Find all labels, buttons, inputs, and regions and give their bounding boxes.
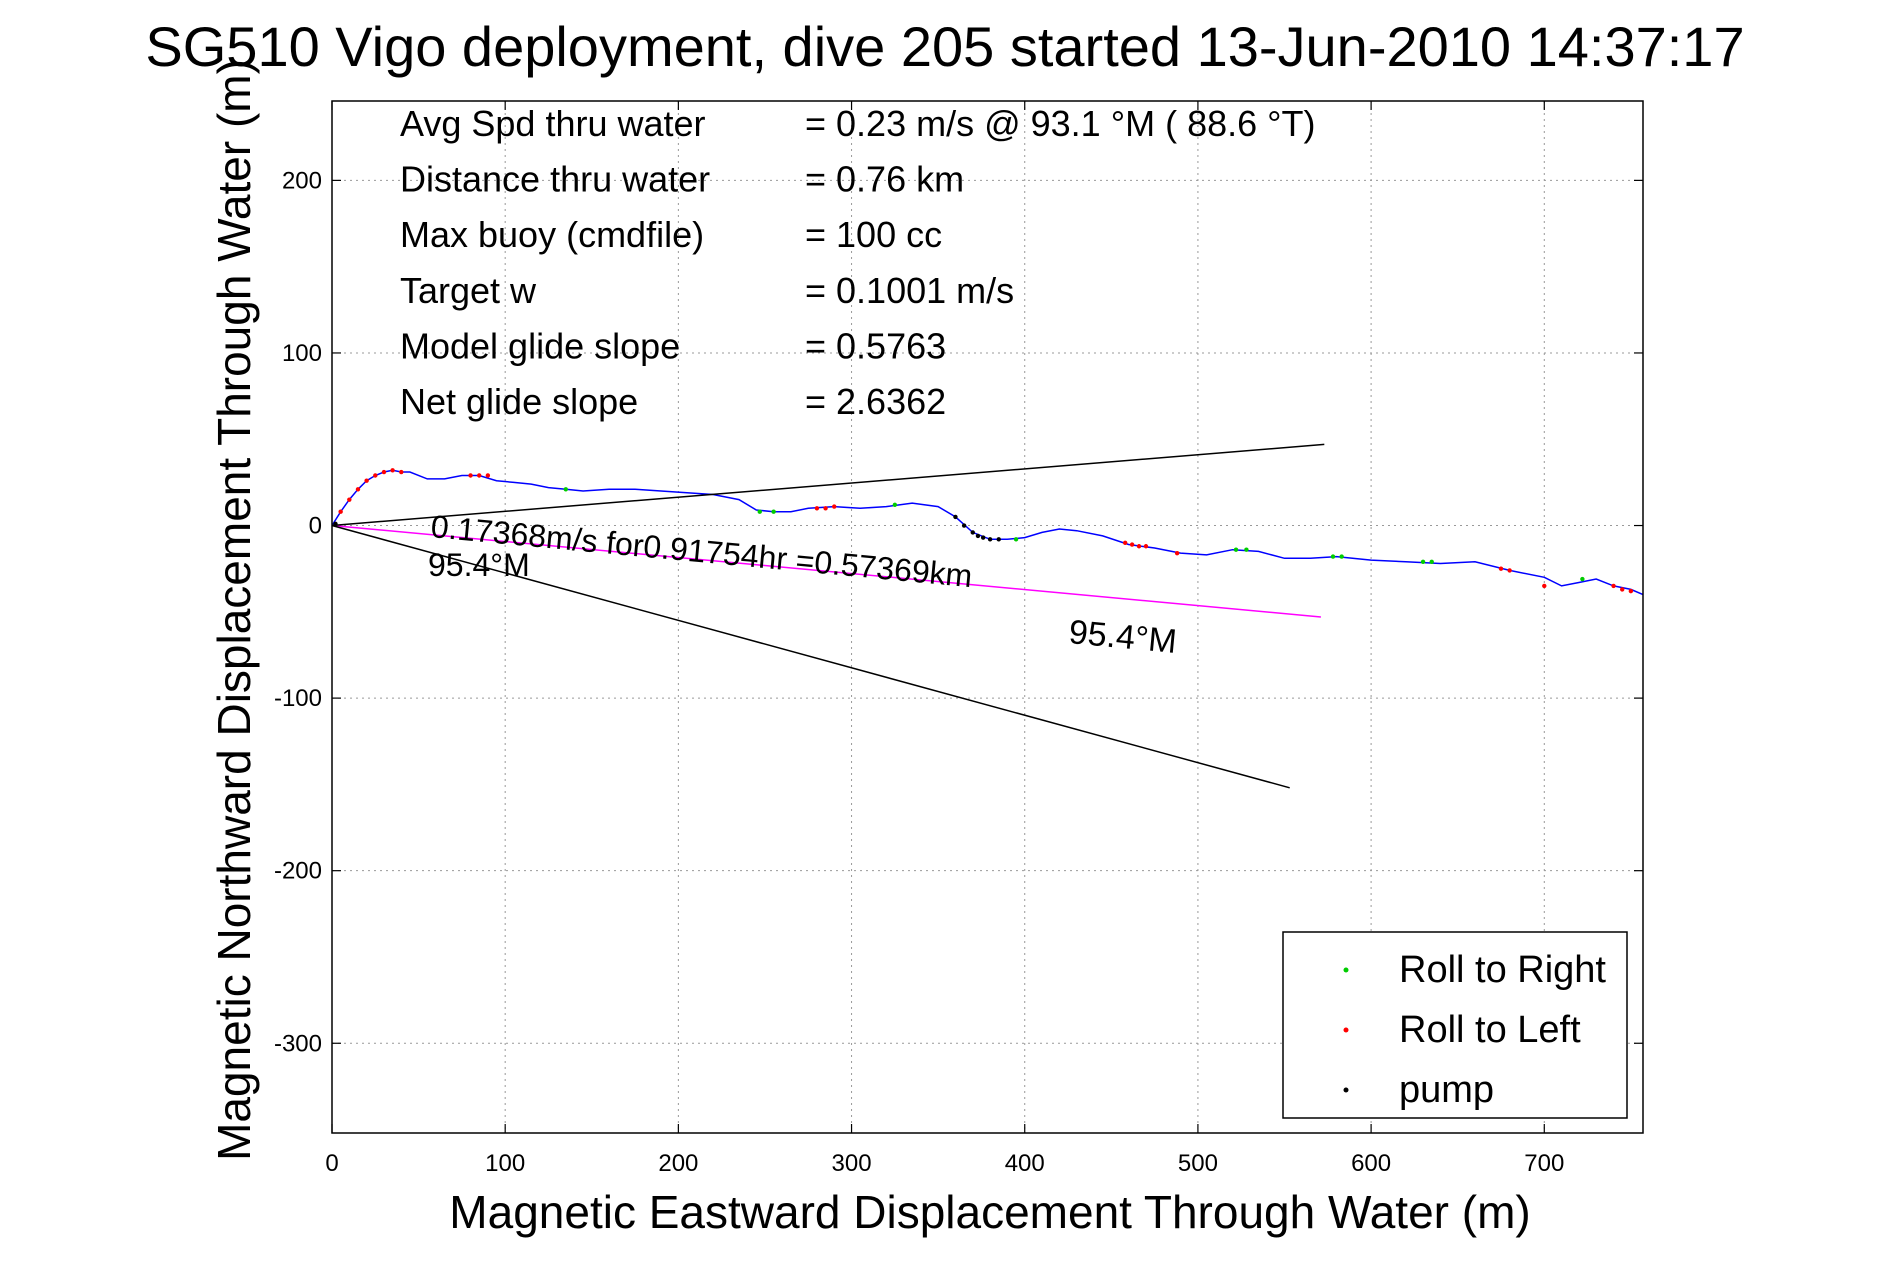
- roll-left-marker: [381, 469, 387, 475]
- heading-label-near: 95.4°M: [428, 547, 530, 583]
- roll-left-marker: [373, 473, 378, 478]
- roll-left-marker: [355, 487, 361, 492]
- series-track: [331, 469, 1644, 596]
- roll-right-marker: [757, 509, 762, 514]
- roll-right-marker: [1339, 554, 1344, 559]
- pump-marker: [970, 530, 975, 535]
- roll-right-marker: [892, 502, 898, 508]
- roll-right-marker: [1244, 547, 1249, 552]
- legend-label: pump: [1399, 1069, 1494, 1111]
- series-current: [331, 524, 1321, 618]
- y-tick-label: -300: [274, 1030, 322, 1057]
- roll-left-marker: [1174, 550, 1180, 556]
- roll-left-marker: [1611, 583, 1616, 589]
- x-tick-label: 600: [1351, 1150, 1391, 1177]
- x-tick-label: 500: [1178, 1150, 1218, 1177]
- info-label: Distance thru water: [400, 159, 710, 200]
- roll-right-marker: [1233, 547, 1239, 552]
- pump-marker: [980, 535, 986, 540]
- info-label: Avg Spd thru water: [400, 103, 706, 144]
- roll-left-marker: [485, 473, 491, 478]
- info-label: Target w: [400, 270, 537, 311]
- roll-left-marker: [832, 504, 837, 509]
- roll-left-marker: [1498, 566, 1504, 571]
- x-tick-label: 100: [485, 1150, 525, 1177]
- info-value: = 100 cc: [805, 214, 942, 255]
- info-label: Max buoy (cmdfile): [400, 214, 704, 255]
- pump-marker: [975, 533, 981, 539]
- pump-marker: [987, 537, 993, 542]
- roll-left-marker: [364, 478, 369, 483]
- roll-left-marker: [1143, 544, 1149, 549]
- info-panel: Avg Spd thru water = 0.23 m/s @ 93.1 °M (…: [400, 103, 1316, 422]
- x-tick-labels: 0 100 200 300 400 500 600 700: [325, 1150, 1564, 1177]
- legend-label: Roll to Right: [1399, 949, 1606, 991]
- roll-pump-markers: [333, 468, 1634, 594]
- x-axis-label: Magnetic Eastward Displacement Through W…: [449, 1186, 1530, 1238]
- roll-left-marker: [1136, 544, 1142, 549]
- plot-lines: [331, 443, 1644, 789]
- info-value: = 2.6362: [805, 381, 946, 422]
- roll-left-marker: [1122, 540, 1128, 545]
- roll-left-marker: [814, 506, 820, 511]
- legend-box: [1282, 931, 1628, 1119]
- y-axis-label: Magnetic Northward Displacement Through …: [208, 59, 260, 1161]
- y-tick-label: 100: [282, 340, 322, 367]
- roll-left-marker: [390, 468, 395, 473]
- pump-marker: [333, 521, 338, 527]
- legend-marker: [1343, 967, 1349, 973]
- legend-label: Roll to Left: [1399, 1009, 1581, 1051]
- pump-marker: [953, 514, 958, 520]
- y-tick-label: -200: [274, 858, 322, 885]
- series-heading-lower: [331, 524, 1290, 789]
- series-heading-upper: [331, 443, 1325, 527]
- roll-left-marker: [399, 469, 404, 475]
- info-value: = 0.5763: [805, 325, 946, 366]
- info-value: = 0.1001 m/s: [805, 270, 1014, 311]
- roll-right-marker: [1580, 576, 1585, 582]
- roll-left-marker: [1542, 583, 1547, 589]
- y-tick-label: -100: [274, 685, 322, 712]
- x-tick-label: 400: [1005, 1150, 1045, 1177]
- info-label: Net glide slope: [400, 381, 638, 422]
- y-tick-labels: 200 100 0 -100 -200 -300: [274, 167, 322, 1057]
- roll-left-marker: [338, 509, 343, 514]
- roll-left-marker: [468, 473, 473, 478]
- x-tick-label: 300: [832, 1150, 872, 1177]
- roll-right-marker: [1013, 537, 1019, 542]
- x-tick-label: 0: [325, 1150, 338, 1177]
- roll-right-marker: [1420, 559, 1426, 564]
- info-label: Model glide slope: [400, 325, 680, 366]
- pump-marker: [961, 523, 967, 528]
- roll-right-marker: [771, 509, 776, 514]
- chart-title: SG510 Vigo deployment, dive 205 started …: [145, 15, 1744, 78]
- roll-left-marker: [1507, 568, 1512, 573]
- plot-frame: [331, 100, 1644, 1134]
- legend-marker: [1343, 1027, 1349, 1033]
- roll-right-marker: [1330, 554, 1336, 559]
- roll-left-marker: [823, 506, 828, 511]
- roll-left-marker: [477, 473, 482, 478]
- roll-left-marker: [1129, 542, 1135, 547]
- pump-marker: [996, 537, 1001, 542]
- info-value: = 0.76 km: [805, 159, 964, 200]
- roll-left-marker: [347, 497, 352, 502]
- y-tick-label: 200: [282, 167, 322, 194]
- y-tick-label: 0: [309, 513, 322, 540]
- x-tick-label: 200: [658, 1150, 698, 1177]
- x-tick-label: 700: [1524, 1150, 1564, 1177]
- roll-left-marker: [1628, 588, 1634, 594]
- legend: Roll to Right Roll to Left pump: [1282, 931, 1628, 1119]
- heading-label-far: 95.4°M: [1067, 613, 1178, 661]
- roll-left-marker: [1620, 587, 1625, 592]
- roll-right-marker: [563, 487, 568, 492]
- grid-lines: [331, 101, 1643, 1133]
- roll-right-marker: [1429, 559, 1434, 564]
- info-value: = 0.23 m/s @ 93.1 °M ( 88.6 °T): [805, 103, 1316, 144]
- legend-marker: [1343, 1087, 1349, 1093]
